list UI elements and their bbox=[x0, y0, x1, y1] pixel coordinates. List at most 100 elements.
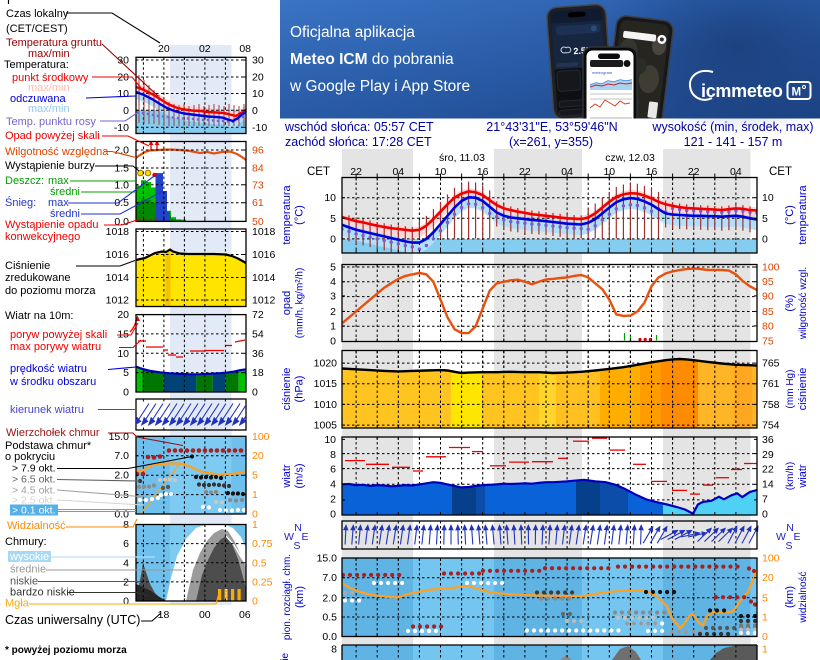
svg-text:30: 30 bbox=[117, 55, 129, 67]
svg-text:36: 36 bbox=[762, 434, 774, 446]
svg-text:średnie: średnie bbox=[10, 564, 46, 576]
svg-text:20: 20 bbox=[252, 450, 264, 462]
svg-text:Opad powyżej skali: Opad powyżej skali bbox=[5, 130, 100, 142]
svg-text:10: 10 bbox=[324, 192, 336, 204]
svg-text:22: 22 bbox=[350, 166, 362, 178]
svg-text:Temperatura:: Temperatura: bbox=[4, 59, 69, 71]
svg-text:do poziomu morza: do poziomu morza bbox=[5, 285, 96, 297]
svg-text:0.0: 0.0 bbox=[322, 631, 337, 643]
svg-text:7.0: 7.0 bbox=[322, 572, 337, 584]
svg-text:100: 100 bbox=[762, 553, 780, 565]
svg-text:N: N bbox=[294, 522, 302, 534]
svg-text:Śnieg:: Śnieg: bbox=[5, 196, 36, 209]
svg-text:N: N bbox=[786, 522, 794, 534]
svg-text:Wilgotność względna: Wilgotność względna bbox=[5, 146, 109, 158]
svg-text:10: 10 bbox=[603, 166, 615, 178]
svg-text:śro, 11.03: śro, 11.03 bbox=[439, 152, 485, 164]
svg-text:95: 95 bbox=[762, 276, 774, 288]
svg-text:max: max bbox=[48, 197, 69, 209]
svg-text:10: 10 bbox=[435, 166, 447, 178]
svg-text:758: 758 bbox=[762, 399, 780, 411]
svg-text:> 6.5 okt.: > 6.5 okt. bbox=[12, 474, 56, 486]
svg-text:(°C): (°C) bbox=[294, 205, 306, 225]
svg-text:5: 5 bbox=[252, 470, 258, 482]
svg-text:1020: 1020 bbox=[314, 358, 338, 370]
svg-text:Temp. punktu rosy: Temp. punktu rosy bbox=[6, 116, 96, 128]
svg-text:50: 50 bbox=[252, 216, 264, 228]
svg-text:15.0: 15.0 bbox=[109, 431, 130, 443]
svg-text:1: 1 bbox=[252, 489, 258, 501]
svg-text:0: 0 bbox=[330, 233, 336, 245]
svg-text:S: S bbox=[293, 540, 300, 552]
svg-text:max porywy wiatru: max porywy wiatru bbox=[10, 341, 101, 353]
svg-text:CET: CET bbox=[307, 166, 330, 178]
svg-text:poryw powyżej skali: poryw powyżej skali bbox=[10, 329, 107, 341]
svg-text:E: E bbox=[301, 531, 308, 543]
svg-text:(°C): (°C) bbox=[784, 205, 796, 225]
svg-text:zredukowane: zredukowane bbox=[5, 272, 70, 284]
svg-text:odczuwana: odczuwana bbox=[10, 93, 67, 105]
svg-text:(km): (km) bbox=[294, 586, 306, 608]
svg-text:Widzialność: Widzialność bbox=[7, 520, 66, 532]
svg-text:zachód słońca: 17:28 CET: zachód słońca: 17:28 CET bbox=[285, 135, 432, 149]
svg-text:85: 85 bbox=[762, 306, 774, 318]
svg-text:widzialność: widzialność bbox=[798, 571, 809, 623]
svg-text:0: 0 bbox=[123, 596, 129, 608]
svg-text:1.0: 1.0 bbox=[114, 179, 129, 191]
svg-text:10: 10 bbox=[324, 434, 336, 446]
svg-text:* powyżej poziomu morza: * powyżej poziomu morza bbox=[5, 645, 127, 656]
svg-text:średni: średni bbox=[50, 186, 80, 198]
svg-text:1016: 1016 bbox=[106, 249, 130, 261]
svg-text:22: 22 bbox=[519, 166, 531, 178]
svg-text:1: 1 bbox=[762, 612, 768, 624]
svg-text:5: 5 bbox=[762, 592, 768, 604]
svg-text:Czas lokalny: Czas lokalny bbox=[6, 8, 69, 20]
svg-text:61: 61 bbox=[252, 197, 264, 209]
svg-text:konwekcyjnego: konwekcyjnego bbox=[5, 231, 80, 243]
svg-text:100: 100 bbox=[252, 431, 270, 443]
svg-text:max: max bbox=[48, 175, 69, 187]
svg-text:2: 2 bbox=[330, 493, 336, 505]
svg-text:5: 5 bbox=[123, 367, 129, 379]
svg-text:18: 18 bbox=[158, 609, 170, 621]
svg-text:1016: 1016 bbox=[252, 249, 276, 261]
svg-text:Meteo ICM do pobrania: Meteo ICM do pobrania bbox=[290, 51, 454, 68]
svg-text:M: M bbox=[792, 87, 802, 99]
svg-text:ciśnienie: ciśnienie bbox=[281, 368, 293, 411]
svg-text:8: 8 bbox=[331, 644, 337, 656]
svg-text:0.5: 0.5 bbox=[114, 197, 129, 209]
svg-text:pion. rozciągł. chm.: pion. rozciągł. chm. bbox=[282, 554, 293, 640]
svg-text:18: 18 bbox=[252, 367, 264, 379]
svg-text:(x=261, y=355): (x=261, y=355) bbox=[509, 135, 593, 149]
svg-text:Oficjalna aplikacja: Oficjalna aplikacja bbox=[290, 24, 415, 41]
svg-text:15.0: 15.0 bbox=[317, 553, 338, 565]
svg-text:(km): (km) bbox=[784, 586, 796, 608]
svg-text:w Google Play i App Store: w Google Play i App Store bbox=[289, 78, 470, 95]
svg-text:Deszcz:: Deszcz: bbox=[5, 175, 44, 187]
svg-text:o pokryciu: o pokryciu bbox=[5, 451, 55, 463]
svg-text:Wiatr na 10m:: Wiatr na 10m: bbox=[5, 310, 73, 322]
svg-text:1014: 1014 bbox=[252, 272, 276, 284]
svg-text:84: 84 bbox=[252, 163, 264, 175]
svg-text:08: 08 bbox=[239, 43, 251, 55]
svg-text:73: 73 bbox=[252, 179, 264, 191]
svg-text:ciśnienie: ciśnienie bbox=[797, 368, 809, 411]
svg-text:CET: CET bbox=[769, 166, 792, 178]
svg-text:36: 36 bbox=[252, 348, 264, 360]
svg-text:90: 90 bbox=[762, 290, 774, 302]
svg-text:Wierzchołek chmur: Wierzchołek chmur bbox=[6, 427, 100, 439]
svg-text:121 - 141 - 157 m: 121 - 141 - 157 m bbox=[684, 135, 783, 149]
svg-text:15: 15 bbox=[117, 328, 129, 340]
svg-text:10: 10 bbox=[117, 348, 129, 360]
svg-text:(CET/CEST): (CET/CEST) bbox=[6, 23, 68, 35]
svg-text:54: 54 bbox=[252, 328, 264, 340]
svg-text:niskie: niskie bbox=[10, 576, 38, 588]
svg-text:(hPa): (hPa) bbox=[294, 376, 306, 403]
svg-text:0: 0 bbox=[762, 508, 768, 520]
svg-text:punkt środkowy: punkt środkowy bbox=[12, 72, 89, 84]
svg-text:S: S bbox=[785, 540, 792, 552]
svg-text:0: 0 bbox=[252, 509, 258, 521]
svg-text:100: 100 bbox=[762, 262, 780, 274]
svg-text:zachmurzenie: zachmurzenie bbox=[280, 652, 291, 660]
svg-text:0: 0 bbox=[330, 508, 336, 520]
